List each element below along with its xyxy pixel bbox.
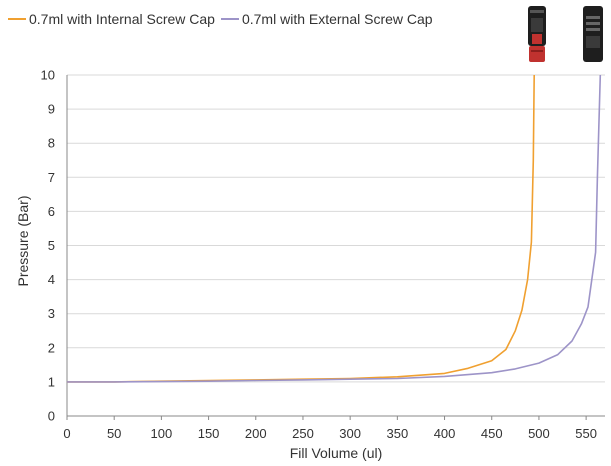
legend-item-external-cap: 0.7ml with External Screw Cap [220, 11, 433, 27]
x-tick-label-400: 400 [434, 426, 456, 441]
legend-label-external-cap: 0.7ml with External Screw Cap [241, 11, 433, 27]
x-tick-label-100: 100 [151, 426, 173, 441]
x-axis-title: Fill Volume (ul) [290, 445, 383, 461]
legend-swatch-external-cap [220, 18, 239, 20]
grid-lines [67, 74, 605, 383]
y-tick-label-6: 6 [48, 204, 55, 219]
y-tick-label-7: 7 [48, 170, 55, 185]
series-lines [67, 74, 602, 383]
y-tick-label-9: 9 [48, 102, 55, 117]
x-tick-labels: 0 50 100 150 200 250 300 350 400 450 500 550 [63, 426, 597, 441]
y-tick-label-0: 0 [48, 409, 55, 424]
series-line-1 [67, 74, 602, 383]
x-tick-label-350: 350 [386, 426, 408, 441]
y-axis-title: Pressure (Bar) [15, 195, 31, 286]
axes [66, 75, 605, 420]
x-tick-label-50: 50 [107, 426, 121, 441]
x-tick-label-0: 0 [63, 426, 70, 441]
x-tick-label-300: 300 [339, 426, 361, 441]
internal-cap-vial-image [528, 6, 546, 62]
legend-swatch-internal-cap [8, 18, 26, 20]
y-tick-label-2: 2 [48, 340, 55, 355]
x-tick-label-200: 200 [245, 426, 267, 441]
chart-legend: 0.7ml with Internal Screw Cap 0.7ml with… [8, 8, 439, 30]
x-tick-label-500: 500 [528, 426, 550, 441]
legend-item-internal-cap: 0.7ml with Internal Screw Cap [8, 11, 215, 27]
external-cap-vial-image [583, 6, 603, 62]
x-tick-label-250: 250 [292, 426, 314, 441]
y-tick-labels: 0 1 2 3 4 5 6 7 8 9 10 [41, 68, 55, 424]
y-tick-label-4: 4 [48, 272, 55, 287]
y-tick-label-1: 1 [48, 374, 55, 389]
y-tick-label-5: 5 [48, 238, 55, 253]
legend-label-internal-cap: 0.7ml with Internal Screw Cap [29, 11, 215, 27]
x-tick-label-150: 150 [198, 426, 220, 441]
y-tick-label-10: 10 [41, 68, 55, 83]
y-tick-label-8: 8 [48, 136, 55, 151]
series-line-0 [67, 74, 535, 383]
x-tick-label-450: 450 [481, 426, 503, 441]
y-tick-label-3: 3 [48, 306, 55, 321]
x-tick-label-550: 550 [575, 426, 597, 441]
